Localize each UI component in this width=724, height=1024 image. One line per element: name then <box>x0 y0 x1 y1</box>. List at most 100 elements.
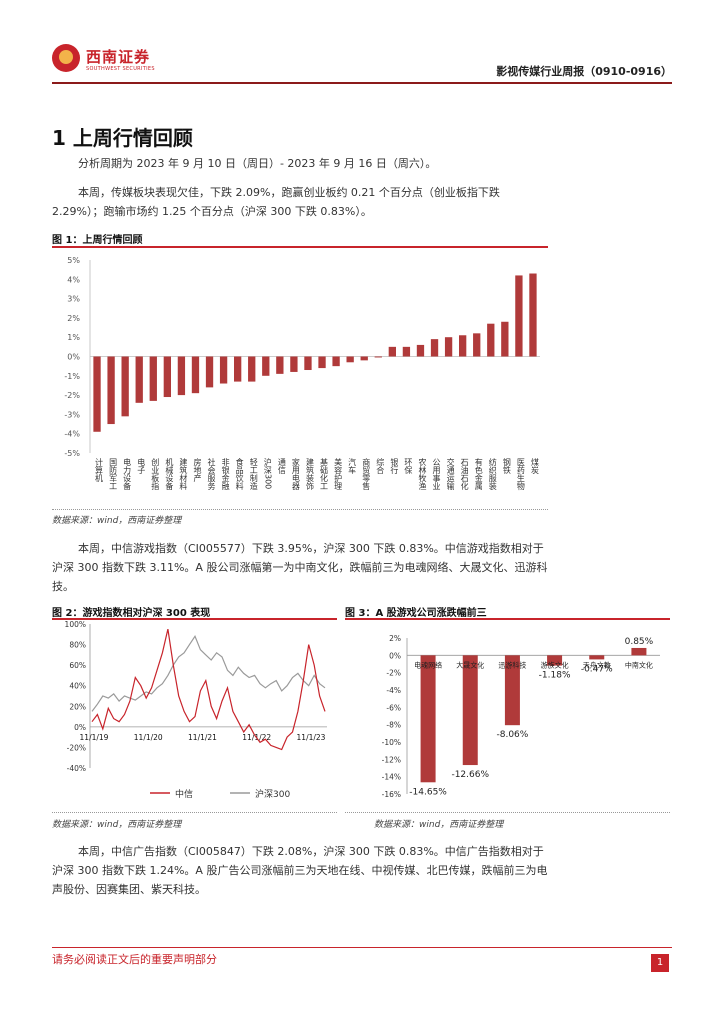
x-tick-label: 有色金属 <box>474 457 483 491</box>
bar-天舟文教 <box>589 655 605 660</box>
bar-建筑装饰 <box>304 356 312 371</box>
bar-美容护理 <box>332 356 340 367</box>
x-tick-label: 电力设备 <box>123 457 132 491</box>
figure-2-rule <box>52 618 337 620</box>
x-tick-label: 11/1/19 <box>80 733 109 742</box>
x-tick-label: 迅游科技 <box>498 660 526 669</box>
x-tick-label: 房地产 <box>193 457 202 483</box>
series-line-中信 <box>91 628 326 751</box>
bar-钢铁 <box>501 321 509 357</box>
data-label: -1.18% <box>539 671 571 681</box>
paragraph-summary: 本周，传媒板块表现欠佳，下跌 2.09%，跑赢创业板约 0.21 个百分点（创业… <box>52 186 500 218</box>
bar-交通运输 <box>444 337 453 357</box>
x-tick-label: 国防军工 <box>109 458 118 490</box>
y-tick-label: -16% <box>382 790 401 799</box>
bar-汽车 <box>346 356 354 363</box>
y-tick-label: 80% <box>69 641 86 650</box>
data-label: -14.65% <box>409 787 447 797</box>
y-tick-label: -40% <box>67 764 86 773</box>
figure-3-label: 图 3：A 股游戏公司涨跌幅前三 <box>345 608 487 619</box>
x-tick-label: 11/1/21 <box>188 733 217 742</box>
page-number: 1 <box>651 954 669 972</box>
x-tick-label: 中南文化 <box>625 660 653 669</box>
bar-电魂网络 <box>420 655 436 783</box>
y-tick-label: 4% <box>67 275 80 284</box>
bar-环保 <box>402 346 411 357</box>
bar-国防军工 <box>107 356 115 425</box>
bar-社会服务 <box>205 356 214 388</box>
y-tick-label: -5% <box>64 449 80 458</box>
paragraph-period: 分析周期为 2023 年 9 月 10 日（周日）- 2023 年 9 月 16… <box>78 157 437 170</box>
x-tick-label: 建筑材料 <box>179 457 188 491</box>
legend-label: 中信 <box>175 788 193 800</box>
section-title: 1 上周行情回顾 <box>52 126 193 150</box>
bar-医药生物 <box>515 275 523 357</box>
x-tick-label: 轻工制造 <box>249 457 258 491</box>
x-tick-label: 11/1/23 <box>297 733 326 742</box>
legend-label: 沪深300 <box>255 788 290 800</box>
paragraph-game-index: 本周，中信游戏指数（CI005577）下跌 3.95%，沪深 300 下跌 0.… <box>52 542 548 593</box>
paragraph-ad-index: 本周，中信广告指数（CI005847）下跌 2.08%，沪深 300 下跌 0.… <box>52 845 548 896</box>
x-tick-label: 银行 <box>390 457 399 475</box>
data-label: 0.85% <box>625 637 654 647</box>
report-title: 影视传媒行业周报（0910-0916） <box>496 65 672 78</box>
y-tick-label: -14% <box>382 773 401 782</box>
bar-通信 <box>276 356 284 374</box>
game-index-line-chart: 100% 80% 60% 40% 20% 0% -20% -40% 11/1/19 11/1/20… <box>65 620 327 800</box>
figure-1-rule <box>52 246 548 248</box>
bar-计算机 <box>93 356 101 432</box>
figure-1-source-rule <box>52 509 548 510</box>
x-tick-label: 石油石化 <box>460 458 469 491</box>
y-tick-label: 60% <box>69 661 86 670</box>
y-tick-label: -4% <box>64 430 80 439</box>
x-tick-label: 医药生物 <box>516 458 525 491</box>
x-tick-label: 建筑装饰 <box>305 457 314 491</box>
series-line-沪深300 <box>91 635 326 712</box>
header-divider <box>52 82 672 84</box>
data-label: -12.66% <box>451 770 489 780</box>
y-tick-label: 2% <box>389 634 401 643</box>
y-tick-label: 0% <box>389 651 401 660</box>
bar-轻工制造 <box>248 356 256 382</box>
x-tick-label: 食品饮料 <box>235 457 244 491</box>
logo-subtext: SOUTHWEST SECURITIES <box>86 66 155 72</box>
figure-3-rule <box>345 618 670 620</box>
x-tick-label: 11/1/20 <box>134 733 163 742</box>
bar-综合 <box>374 356 382 358</box>
y-tick-label: -20% <box>67 743 86 752</box>
x-tick-label: 家用电器 <box>291 457 300 491</box>
x-tick-label: 综合 <box>376 457 385 475</box>
x-tick-label: 社会服务 <box>207 457 216 491</box>
x-tick-label: 公用事业 <box>432 458 441 490</box>
y-tick-label: -2% <box>64 391 80 400</box>
figure-2-source: 数据来源：wind，西南证券整理 <box>52 820 182 830</box>
bar-食品饮料 <box>234 356 242 382</box>
y-tick-label: 5% <box>67 256 80 265</box>
y-tick-label: 0% <box>74 723 86 732</box>
x-tick-label: 钢铁 <box>502 457 511 475</box>
bar-煤炭 <box>529 273 537 357</box>
x-tick-label: 煤炭 <box>530 457 539 475</box>
x-tick-label: 纺织服装 <box>488 457 497 491</box>
x-tick-label: 电魂网络 <box>414 660 442 669</box>
x-tick-label: 游族文化 <box>541 660 569 669</box>
logo-text: 西南证券 <box>86 48 151 66</box>
x-tick-label: 沪深300 <box>263 457 272 489</box>
data-label: -0.47% <box>581 664 613 674</box>
bar-房地产 <box>191 356 200 394</box>
bar-纺织服装 <box>487 323 495 357</box>
x-tick-label: 机械设备 <box>165 457 174 491</box>
bar-家用电器 <box>290 356 298 372</box>
logo-icon <box>52 44 80 72</box>
bar-电子 <box>135 356 143 403</box>
bar-电力设备 <box>121 356 129 417</box>
y-tick-label: -2% <box>386 669 401 678</box>
x-tick-label: 电子 <box>137 457 146 474</box>
bar-机械设备 <box>163 356 171 398</box>
y-tick-label: 0% <box>67 353 80 362</box>
x-tick-label: 汽车 <box>348 457 357 475</box>
x-tick-label: 非银金融 <box>221 457 230 491</box>
footer-divider <box>52 947 672 948</box>
data-label: -8.06% <box>496 730 528 740</box>
bar-沪深300 <box>262 356 270 376</box>
